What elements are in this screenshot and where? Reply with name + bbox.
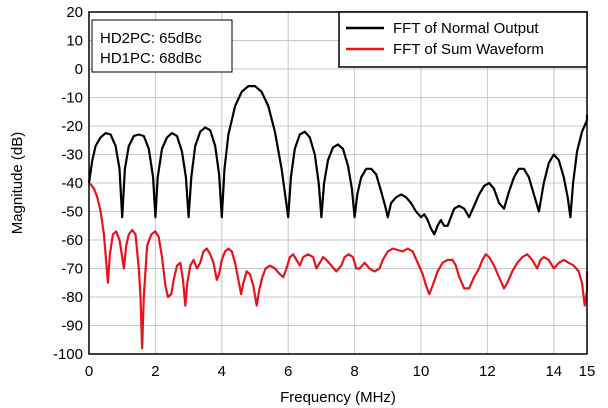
annotation-hd2pc: HD2PC: 65dBc	[100, 30, 202, 47]
x-tick-label: 2	[151, 363, 159, 380]
y-tick-label: -100	[53, 346, 83, 363]
plot-frame	[88, 11, 588, 355]
x-tick-label: 4	[218, 363, 226, 380]
y-tick-label: -60	[61, 232, 83, 249]
y-tick-label: 20	[66, 4, 83, 21]
legend: FFT of Normal Output FFT of Sum Waveform	[338, 11, 588, 68]
x-tick-label: 0	[85, 363, 93, 380]
y-axis-title: Magnitude (dB)	[9, 132, 26, 235]
series-line-normal-output	[87, 85, 589, 236]
legend-label-normal-output: FFT of Normal Output	[393, 20, 539, 37]
y-tick-label: 10	[66, 33, 83, 50]
y-tick-label: -30	[61, 147, 83, 164]
annotation-box-frame	[91, 19, 233, 73]
y-tick-label: -90	[61, 318, 83, 335]
x-tick-label: 8	[350, 363, 358, 380]
legend-frame	[338, 11, 588, 68]
series-line-sum-waveform	[88, 182, 589, 350]
x-tick-label: 10	[413, 363, 430, 380]
x-axis-title: Frequency (MHz)	[280, 389, 396, 406]
x-tick-label: 15	[579, 363, 596, 380]
y-tick-label: -80	[61, 289, 83, 306]
y-tick-label: -20	[61, 118, 83, 135]
annotation-box: HD2PC: 65dBc HD1PC: 68dBc	[91, 19, 233, 73]
legend-label-sum-waveform: FFT of Sum Waveform	[393, 41, 544, 58]
y-tick-label: -10	[61, 90, 83, 107]
x-tick-label: 14	[545, 363, 562, 380]
x-tick-label: 12	[479, 363, 496, 380]
annotation-hd1pc: HD1PC: 68dBc	[100, 50, 202, 67]
y-tick-label: -40	[61, 175, 83, 192]
series-group	[87, 85, 589, 350]
y-tick-label: 0	[75, 61, 83, 78]
y-tick-label: -50	[61, 204, 83, 221]
y-tick-label: -70	[61, 261, 83, 278]
x-tick-label: 6	[284, 363, 292, 380]
